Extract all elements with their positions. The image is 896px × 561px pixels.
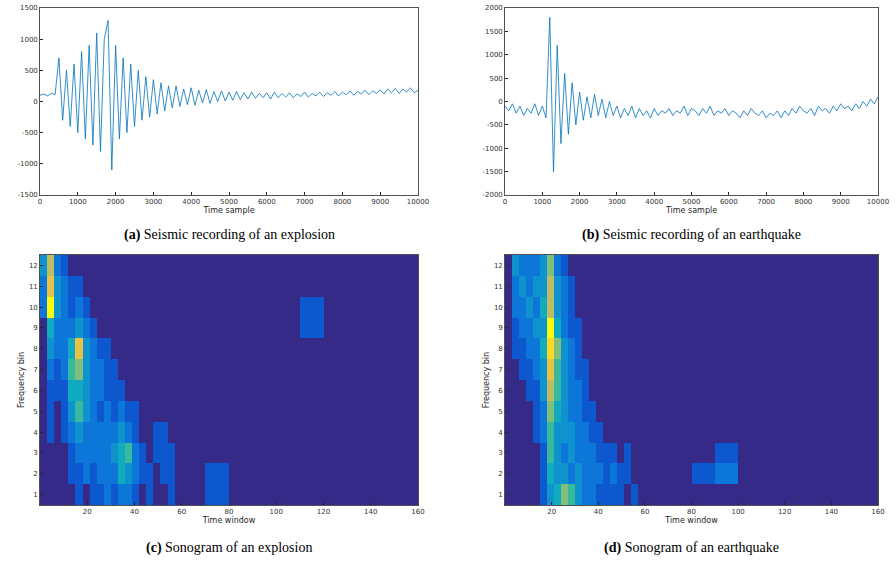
- svg-text:5: 5: [33, 408, 37, 416]
- svg-text:5: 5: [498, 408, 502, 416]
- svg-text:2000: 2000: [571, 198, 589, 206]
- svg-text:2000: 2000: [485, 4, 503, 12]
- svg-text:10000: 10000: [867, 198, 889, 206]
- svg-text:500: 500: [24, 67, 37, 75]
- svg-text:Time window: Time window: [202, 516, 256, 525]
- svg-text:-1500: -1500: [17, 191, 37, 199]
- svg-text:100: 100: [270, 508, 283, 516]
- svg-text:5000: 5000: [220, 198, 238, 206]
- svg-text:120: 120: [317, 508, 330, 516]
- svg-text:(a) Seismic recording of an ex: (a) Seismic recording of an explosion: [124, 227, 335, 243]
- svg-text:4: 4: [33, 429, 38, 437]
- svg-text:0: 0: [503, 198, 507, 206]
- svg-text:1000: 1000: [69, 198, 87, 206]
- svg-text:6000: 6000: [720, 198, 738, 206]
- svg-text:-1000: -1000: [482, 145, 502, 153]
- svg-text:12: 12: [29, 262, 38, 270]
- svg-text:9: 9: [498, 324, 502, 332]
- svg-text:9: 9: [33, 324, 37, 332]
- svg-text:60: 60: [640, 508, 649, 516]
- svg-text:4: 4: [498, 429, 503, 437]
- svg-text:(b) Seismic recording of an ea: (b) Seismic recording of an earthquake: [582, 227, 801, 243]
- svg-text:-2000: -2000: [482, 191, 502, 199]
- svg-text:-1500: -1500: [482, 168, 502, 176]
- svg-text:9000: 9000: [832, 198, 850, 206]
- svg-text:7: 7: [33, 366, 37, 374]
- svg-text:80: 80: [687, 508, 696, 516]
- svg-text:10: 10: [494, 304, 503, 312]
- svg-text:-500: -500: [22, 129, 38, 137]
- svg-text:160: 160: [871, 508, 884, 516]
- svg-text:Time window: Time window: [664, 516, 718, 525]
- svg-text:1000: 1000: [533, 198, 551, 206]
- svg-text:7: 7: [498, 366, 502, 374]
- svg-text:3000: 3000: [608, 198, 626, 206]
- svg-text:40: 40: [130, 508, 139, 516]
- svg-text:3000: 3000: [144, 198, 162, 206]
- svg-text:80: 80: [225, 508, 234, 516]
- svg-text:120: 120: [778, 508, 791, 516]
- svg-text:Time sample: Time sample: [202, 206, 254, 215]
- svg-text:6000: 6000: [258, 198, 276, 206]
- svg-text:Frequency bin: Frequency bin: [17, 352, 26, 408]
- svg-text:20: 20: [547, 508, 556, 516]
- svg-text:1: 1: [33, 491, 37, 499]
- svg-text:7000: 7000: [296, 198, 314, 206]
- svg-text:20: 20: [83, 508, 92, 516]
- svg-text:8: 8: [33, 345, 37, 353]
- svg-text:0: 0: [33, 98, 37, 106]
- svg-text:0: 0: [498, 98, 502, 106]
- svg-text:10: 10: [29, 304, 38, 312]
- svg-text:1000: 1000: [20, 36, 38, 44]
- svg-text:1500: 1500: [485, 28, 503, 36]
- svg-text:2: 2: [33, 470, 37, 478]
- svg-text:3: 3: [498, 449, 502, 457]
- svg-text:5000: 5000: [683, 198, 701, 206]
- svg-text:1: 1: [498, 491, 502, 499]
- svg-text:(d) Sonogram of an earthquake: (d) Sonogram of an earthquake: [604, 540, 779, 556]
- svg-text:8000: 8000: [794, 198, 812, 206]
- svg-text:Time sample: Time sample: [665, 206, 717, 215]
- svg-text:10000: 10000: [407, 198, 429, 206]
- svg-text:8: 8: [498, 345, 502, 353]
- svg-text:8000: 8000: [333, 198, 351, 206]
- svg-text:6: 6: [498, 387, 503, 395]
- svg-text:500: 500: [489, 75, 502, 83]
- svg-text:60: 60: [177, 508, 186, 516]
- svg-text:-1000: -1000: [17, 160, 37, 168]
- svg-text:11: 11: [29, 283, 38, 291]
- svg-text:9000: 9000: [371, 198, 389, 206]
- svg-text:2: 2: [498, 470, 502, 478]
- svg-text:11: 11: [494, 283, 503, 291]
- svg-text:100: 100: [731, 508, 744, 516]
- svg-text:Frequency bin: Frequency bin: [482, 352, 491, 408]
- svg-text:40: 40: [594, 508, 603, 516]
- svg-text:(c) Sonogram of an explosion: (c) Sonogram of an explosion: [146, 540, 312, 556]
- svg-text:0: 0: [38, 198, 42, 206]
- svg-text:12: 12: [494, 262, 503, 270]
- svg-text:4000: 4000: [182, 198, 200, 206]
- svg-text:140: 140: [825, 508, 838, 516]
- svg-text:7000: 7000: [757, 198, 775, 206]
- svg-text:160: 160: [411, 508, 424, 516]
- svg-text:6: 6: [33, 387, 38, 395]
- svg-text:1500: 1500: [20, 4, 38, 12]
- svg-text:2000: 2000: [107, 198, 125, 206]
- svg-text:140: 140: [364, 508, 377, 516]
- svg-text:1000: 1000: [485, 51, 503, 59]
- svg-text:3: 3: [33, 449, 37, 457]
- svg-text:4000: 4000: [645, 198, 663, 206]
- svg-text:-500: -500: [487, 121, 503, 129]
